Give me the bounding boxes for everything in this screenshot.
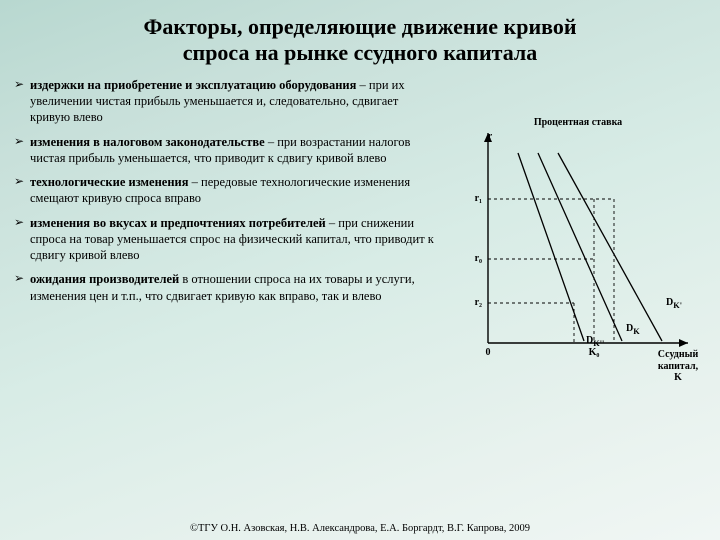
demand-chart: Процентная ставка r Ссудныйкапитал, K r₁ r₀ r… xyxy=(446,113,696,393)
curve-label: DK' xyxy=(666,297,682,310)
content-area: ➢издержки на приобретение и эксплуатацию… xyxy=(0,77,720,393)
bullet-item: ➢технологические изменения – передовые т… xyxy=(14,174,440,207)
bullet-bold: изменения во вкусах и предпочтениях потр… xyxy=(30,216,326,230)
bullet-text: ожидания производителей в отношении спро… xyxy=(30,271,440,304)
bullet-bold: технологические изменения xyxy=(30,175,189,189)
bullet-item: ➢изменения во вкусах и предпочтениях пот… xyxy=(14,215,440,264)
y-tick-label: r₂ xyxy=(475,297,482,308)
x-tick-label: K₀ xyxy=(589,347,600,358)
bullet-text: изменения в налоговом законодательстве –… xyxy=(30,134,440,167)
curve-label: DK'' xyxy=(586,335,604,348)
bullet-list: ➢издержки на приобретение и эксплуатацию… xyxy=(14,77,446,393)
bullet-text: технологические изменения – передовые те… xyxy=(30,174,440,207)
curve-label: DK xyxy=(626,323,640,336)
bullet-marker-icon: ➢ xyxy=(14,77,30,126)
bullet-marker-icon: ➢ xyxy=(14,174,30,207)
bullet-text: изменения во вкусах и предпочтениях потр… xyxy=(30,215,440,264)
bullet-bold: изменения в налоговом законодательстве xyxy=(30,135,265,149)
bullet-bold: издержки на приобретение и эксплуатацию … xyxy=(30,78,356,92)
slide-title: Факторы, определяющие движение кривой сп… xyxy=(0,0,720,77)
bullet-item: ➢ожидания производителей в отношении спр… xyxy=(14,271,440,304)
bullet-text: издержки на приобретение и эксплуатацию … xyxy=(30,77,440,126)
bullet-item: ➢издержки на приобретение и эксплуатацию… xyxy=(14,77,440,126)
bullet-bold: ожидания производителей xyxy=(30,272,179,286)
bullet-marker-icon: ➢ xyxy=(14,215,30,264)
bullet-marker-icon: ➢ xyxy=(14,271,30,304)
chart-column: Процентная ставка r Ссудныйкапитал, K r₁ r₀ r… xyxy=(446,77,706,393)
footer-credit: ©ТГУ О.Н. Азовская, Н.В. Александрова, Е… xyxy=(0,523,720,534)
y-axis-symbol: r xyxy=(488,131,492,142)
y-tick-label: r₀ xyxy=(475,253,482,264)
title-line-2: спроса на рынке ссудного капитала xyxy=(183,40,537,65)
x-axis-title-2: капитал, K xyxy=(658,361,698,383)
y-tick-label: r₁ xyxy=(475,193,482,204)
y-axis-title: Процентная ставка xyxy=(534,117,622,128)
bullet-item: ➢изменения в налоговом законодательстве … xyxy=(14,134,440,167)
bullet-marker-icon: ➢ xyxy=(14,134,30,167)
x-axis-title-1: Ссудный xyxy=(658,349,698,360)
title-line-1: Факторы, определяющие движение кривой xyxy=(143,14,576,39)
x-tick-label: 0 xyxy=(486,347,491,358)
